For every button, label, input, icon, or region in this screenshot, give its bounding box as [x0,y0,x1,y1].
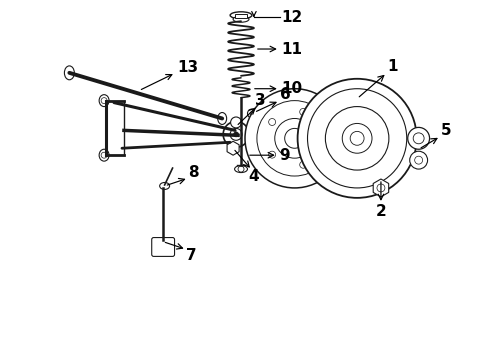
Circle shape [269,151,275,158]
Circle shape [415,156,422,164]
Text: 7: 7 [187,248,197,263]
Ellipse shape [233,16,249,22]
Circle shape [230,129,242,140]
Circle shape [257,100,332,176]
Ellipse shape [64,66,74,80]
Circle shape [275,118,315,158]
Circle shape [247,109,256,118]
Circle shape [319,135,326,142]
Circle shape [377,184,385,192]
Circle shape [245,89,344,188]
Text: 6: 6 [280,87,291,102]
Text: 13: 13 [177,60,198,75]
Ellipse shape [235,166,247,172]
Circle shape [413,133,424,144]
Text: 4: 4 [248,168,259,184]
Text: 12: 12 [282,10,303,25]
Text: 11: 11 [282,41,303,57]
Circle shape [250,112,254,115]
FancyBboxPatch shape [152,238,174,256]
Text: 8: 8 [189,165,199,180]
Circle shape [234,132,239,137]
Ellipse shape [99,149,109,161]
Text: 10: 10 [282,81,303,96]
Circle shape [285,129,305,148]
Circle shape [410,151,428,169]
Text: 1: 1 [387,59,397,75]
Text: 3: 3 [255,93,266,108]
Ellipse shape [160,183,170,189]
Circle shape [408,127,430,149]
Circle shape [238,166,244,172]
Polygon shape [373,179,389,197]
Text: 2: 2 [376,204,387,219]
Text: 5: 5 [441,123,451,138]
Circle shape [223,121,249,147]
Circle shape [300,161,307,168]
Text: 9: 9 [280,148,291,163]
Circle shape [231,117,242,128]
Circle shape [350,131,364,145]
Circle shape [300,108,307,115]
Circle shape [308,89,407,188]
Bar [235,14,247,18]
Polygon shape [227,141,239,155]
Circle shape [297,79,416,198]
Circle shape [101,98,107,104]
Circle shape [269,118,275,126]
Ellipse shape [99,95,109,107]
Circle shape [325,107,389,170]
Ellipse shape [230,12,252,19]
Ellipse shape [218,113,227,125]
Circle shape [101,152,107,158]
Circle shape [342,123,372,153]
